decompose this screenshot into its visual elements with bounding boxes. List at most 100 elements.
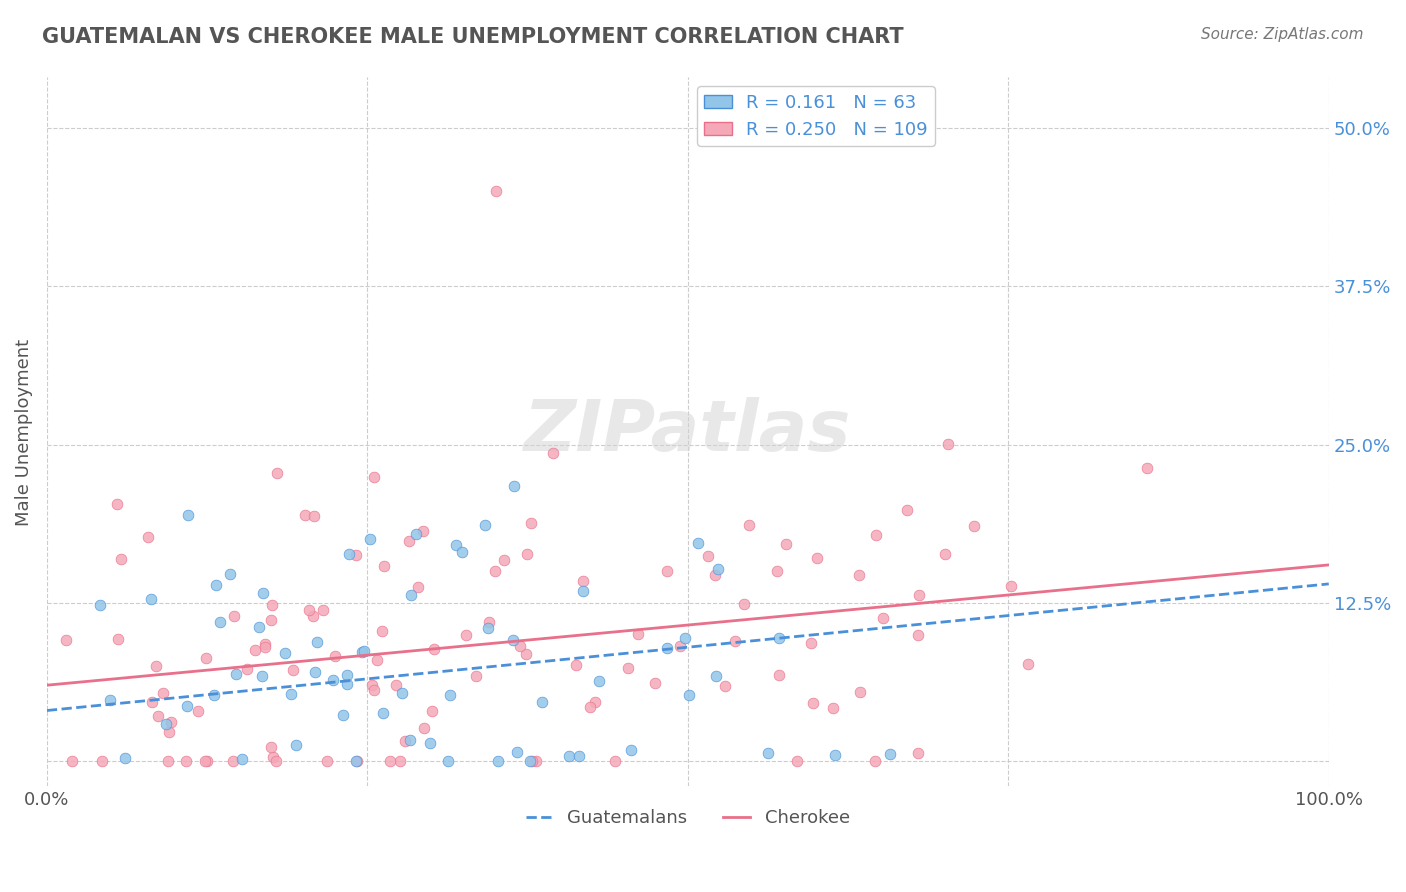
Point — [370, 624, 392, 639]
Point — [302, 608, 325, 623]
Point — [420, 705, 443, 719]
Point — [678, 688, 700, 702]
Point — [707, 562, 730, 576]
Point — [506, 745, 529, 759]
Point — [872, 611, 894, 625]
Point — [704, 669, 727, 683]
Point — [260, 740, 283, 755]
Point — [588, 674, 610, 689]
Point — [848, 568, 870, 582]
Point — [336, 667, 359, 681]
Point — [800, 636, 823, 650]
Point — [451, 545, 474, 559]
Point — [225, 667, 247, 681]
Point — [284, 738, 307, 752]
Point — [55, 633, 77, 648]
Point — [768, 668, 790, 682]
Point — [398, 533, 420, 548]
Point — [254, 637, 277, 651]
Point — [733, 597, 755, 611]
Point — [907, 746, 929, 760]
Point — [155, 717, 177, 731]
Point — [62, 754, 84, 768]
Point — [439, 688, 461, 702]
Point — [526, 754, 548, 768]
Point — [494, 553, 516, 567]
Point — [603, 754, 626, 768]
Point — [363, 682, 385, 697]
Point — [578, 699, 600, 714]
Point — [583, 695, 606, 709]
Point — [176, 699, 198, 714]
Point — [627, 627, 650, 641]
Point — [152, 686, 174, 700]
Point — [266, 754, 288, 768]
Point — [657, 564, 679, 578]
Point — [250, 669, 273, 683]
Point — [236, 662, 259, 676]
Point — [1000, 579, 1022, 593]
Point — [936, 437, 959, 451]
Point — [219, 566, 242, 581]
Point — [865, 754, 887, 768]
Point — [136, 529, 159, 543]
Point — [865, 528, 887, 542]
Point — [713, 679, 735, 693]
Point — [139, 592, 162, 607]
Point — [304, 509, 326, 524]
Point — [107, 632, 129, 646]
Point — [260, 613, 283, 627]
Point — [391, 686, 413, 700]
Point — [644, 676, 666, 690]
Point — [668, 639, 690, 653]
Point — [1017, 657, 1039, 671]
Point — [806, 551, 828, 566]
Point — [703, 568, 725, 582]
Point — [363, 469, 385, 483]
Point — [486, 754, 509, 768]
Point — [262, 750, 284, 764]
Point — [353, 643, 375, 657]
Point — [474, 518, 496, 533]
Point — [336, 677, 359, 691]
Point — [454, 628, 477, 642]
Point — [323, 648, 346, 663]
Point — [738, 518, 761, 533]
Point — [724, 633, 747, 648]
Point — [824, 748, 846, 763]
Point — [620, 743, 643, 757]
Point — [114, 751, 136, 765]
Point — [412, 524, 434, 538]
Point — [509, 639, 531, 653]
Point — [195, 754, 218, 768]
Point — [361, 678, 384, 692]
Point — [541, 446, 564, 460]
Point — [515, 647, 537, 661]
Point — [1136, 461, 1159, 475]
Point — [98, 693, 121, 707]
Point — [756, 747, 779, 761]
Point — [371, 706, 394, 720]
Point — [896, 503, 918, 517]
Point — [520, 516, 543, 530]
Point — [294, 508, 316, 522]
Point — [389, 754, 412, 768]
Text: Source: ZipAtlas.com: Source: ZipAtlas.com — [1201, 27, 1364, 42]
Point — [157, 725, 180, 739]
Point — [768, 631, 790, 645]
Legend: Guatemalans, Cherokee: Guatemalans, Cherokee — [519, 802, 858, 834]
Point — [572, 584, 595, 599]
Point — [315, 754, 337, 768]
Y-axis label: Male Unemployment: Male Unemployment — [15, 338, 32, 525]
Point — [908, 588, 931, 602]
Point — [194, 754, 217, 768]
Text: GUATEMALAN VS CHEROKEE MALE UNEMPLOYMENT CORRELATION CHART: GUATEMALAN VS CHEROKEE MALE UNEMPLOYMENT… — [42, 27, 904, 46]
Point — [384, 677, 406, 691]
Point — [253, 640, 276, 655]
Point — [344, 754, 367, 768]
Point — [686, 535, 709, 549]
Point — [298, 603, 321, 617]
Point — [657, 641, 679, 656]
Point — [801, 696, 824, 710]
Point — [312, 603, 335, 617]
